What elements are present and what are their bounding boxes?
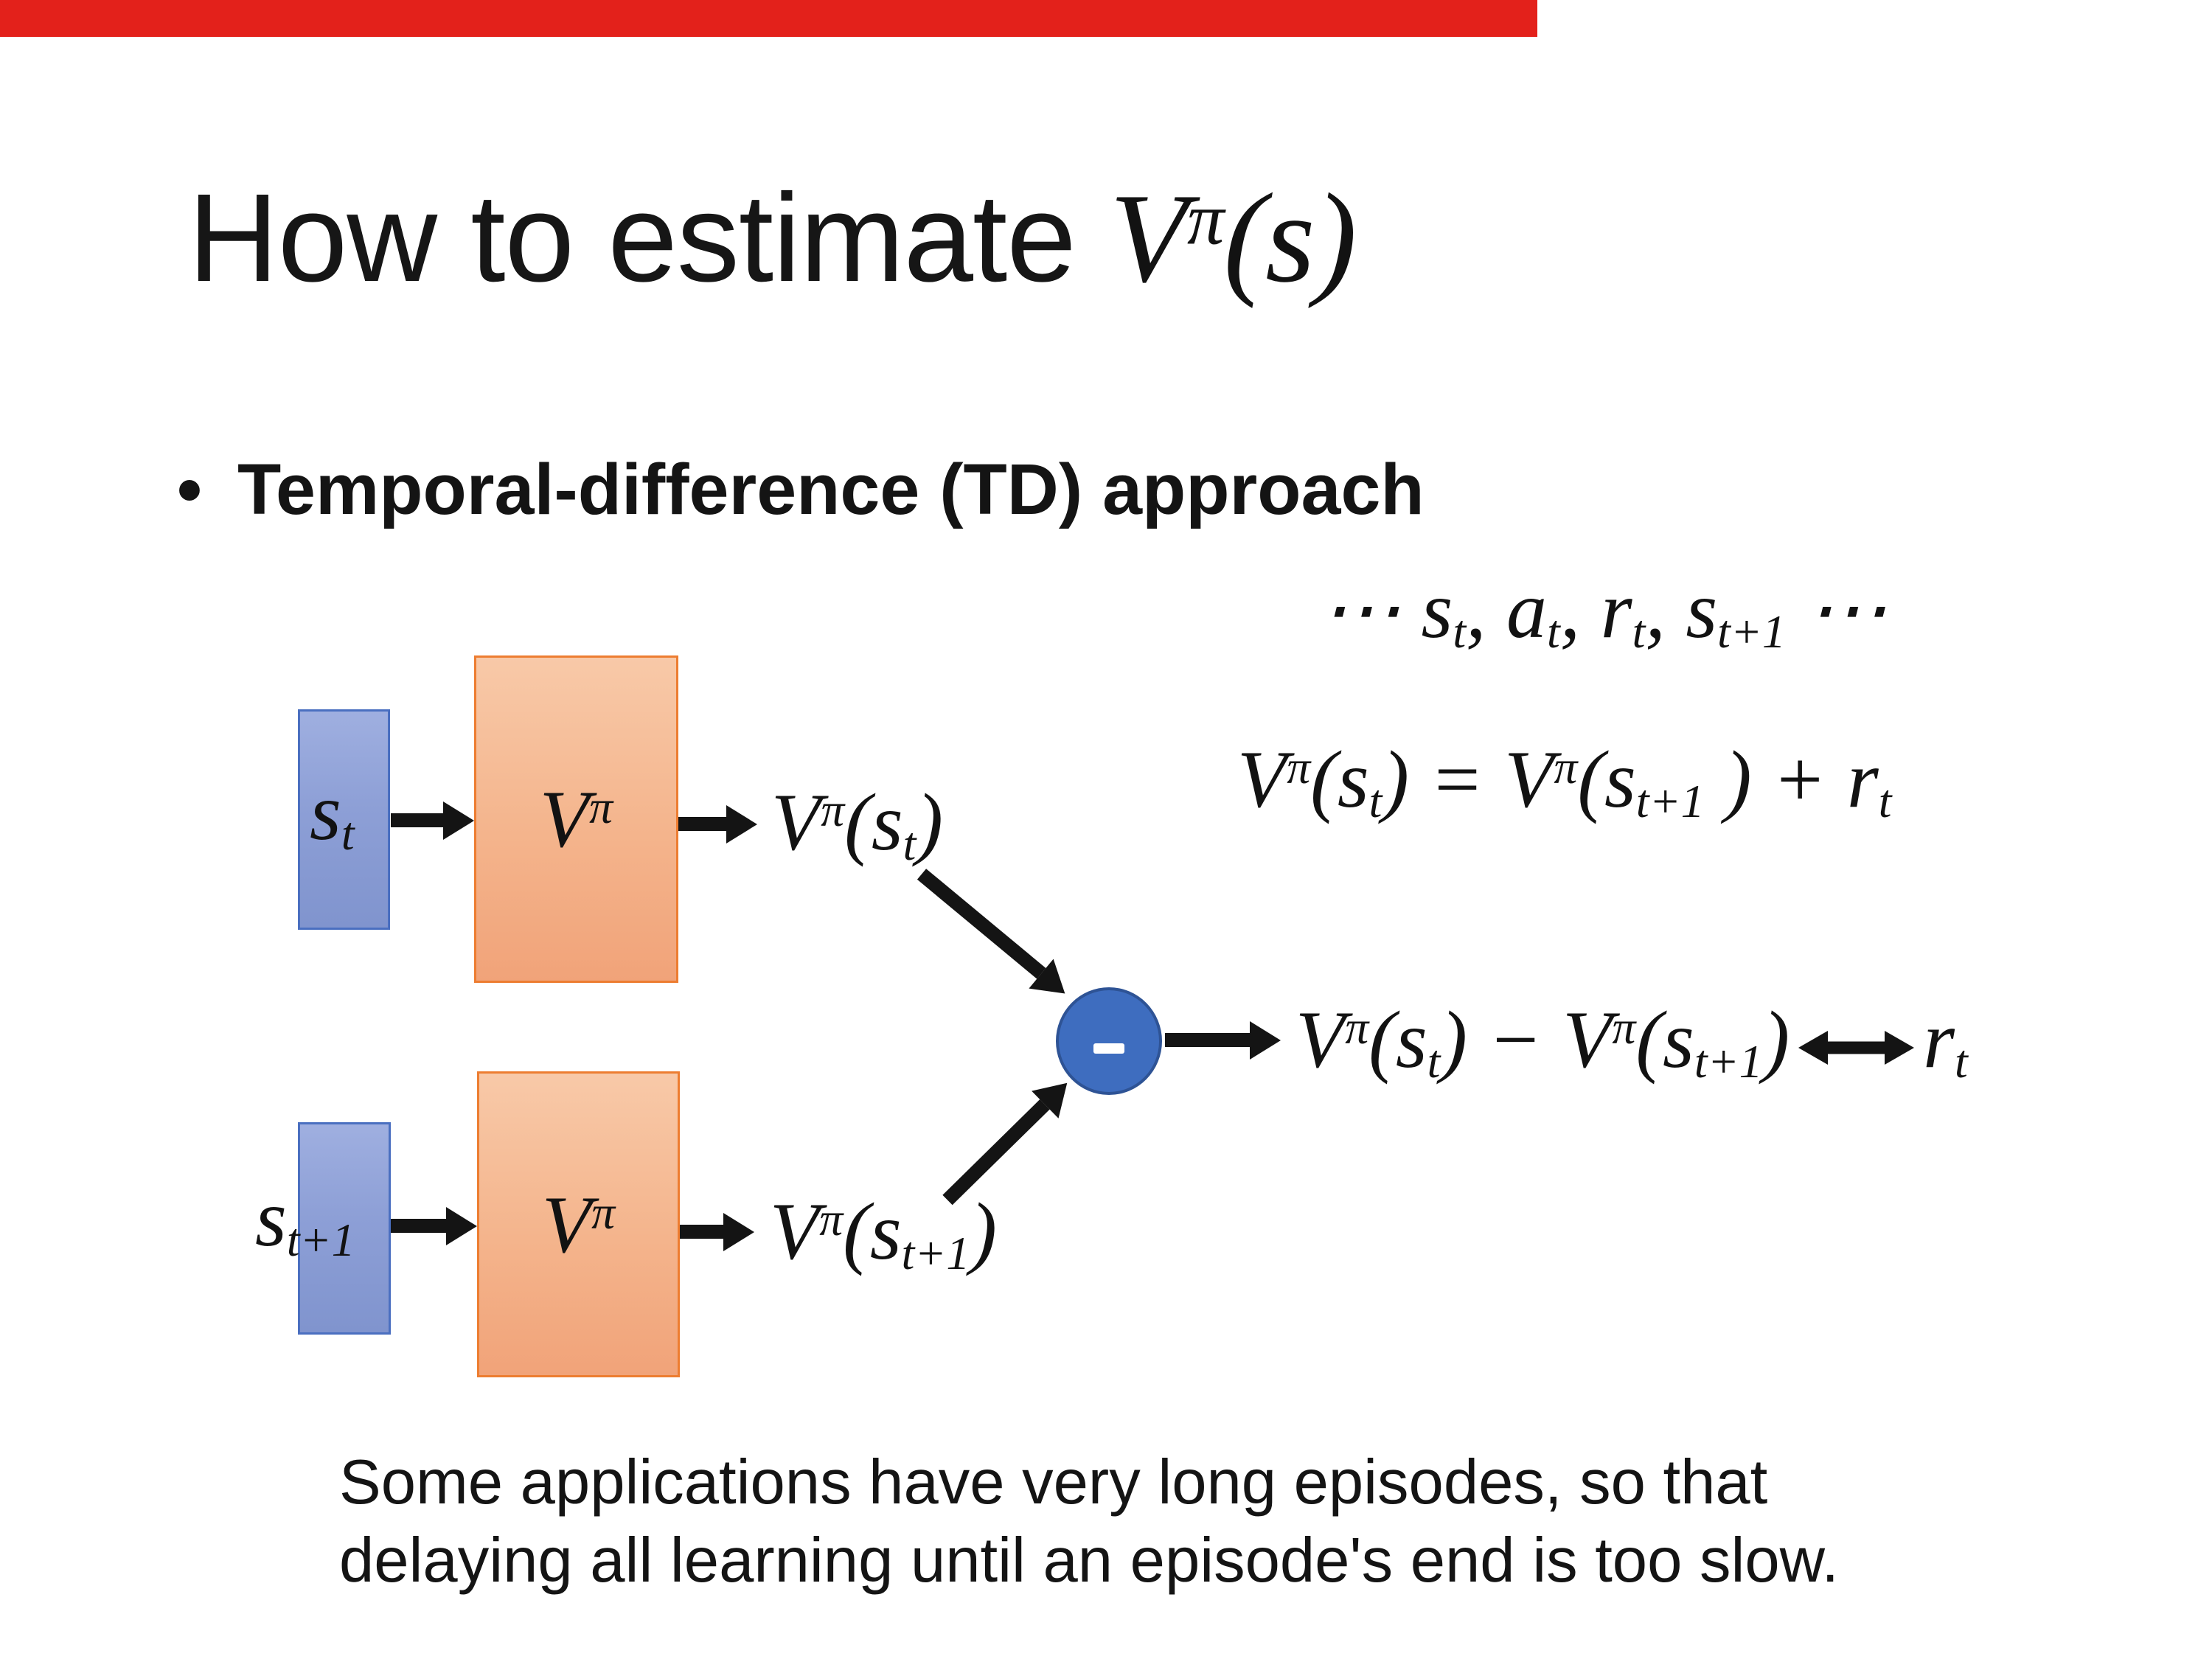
value-network-box-1: Vπ — [474, 655, 678, 983]
arrow-subtract-to-formula — [1165, 1033, 1250, 1047]
arrow-state-t-to-network — [391, 813, 443, 827]
arrow-network-1-to-output — [678, 817, 726, 831]
left-right-arrow-icon — [1798, 1031, 1914, 1065]
arrow-network-2-to-output — [680, 1225, 723, 1239]
minus-icon — [1093, 1043, 1124, 1054]
arrow-output1-to-subtract — [917, 869, 1046, 979]
subtract-node — [1056, 987, 1162, 1095]
state-box-t1 — [298, 1122, 391, 1335]
state-label-t: st — [310, 767, 355, 860]
bullet-item: • Temporal-difference (TD) approach — [177, 453, 1425, 525]
note-text: Some applications have very long episode… — [339, 1444, 1839, 1600]
td-formula: Vπ(st) − Vπ(st+1) rt — [1295, 999, 1968, 1085]
bellman-equation: Vπ(st) = Vπ(st+1 ) + rt — [1237, 734, 1892, 828]
red-artifact-bar — [0, 0, 1537, 37]
value-output-2: Vπ(st+1) — [770, 1186, 997, 1280]
note-line-1: Some applications have very long episode… — [339, 1447, 1768, 1517]
trajectory-math: ⋯ st, at, rt, st+1 ⋯ — [1320, 565, 1888, 658]
state-box-t — [298, 709, 390, 930]
bullet-label: Temporal-difference (TD) approach — [237, 449, 1425, 529]
value-network-box-2: Vπ — [477, 1071, 680, 1377]
value-output-1: Vπ(st) — [771, 777, 943, 871]
reward-term: rt — [1923, 995, 1968, 1088]
note-line-2: delaying all learning until an episode's… — [339, 1526, 1839, 1596]
bullet-marker: • — [177, 449, 202, 529]
title-math: Vπ(s) — [1110, 167, 1357, 309]
td-difference: Vπ(st) − Vπ(st+1) — [1295, 995, 1790, 1088]
state-label-t1: st+1 — [255, 1173, 355, 1267]
arrow-state-t1-to-network — [391, 1219, 446, 1233]
title-text: How to estimate — [188, 168, 1110, 308]
value-fn-label-2: Vπ — [541, 1179, 616, 1270]
value-fn-label-1: Vπ — [539, 774, 613, 864]
page-title: How to estimate Vπ(s) — [188, 174, 1357, 302]
